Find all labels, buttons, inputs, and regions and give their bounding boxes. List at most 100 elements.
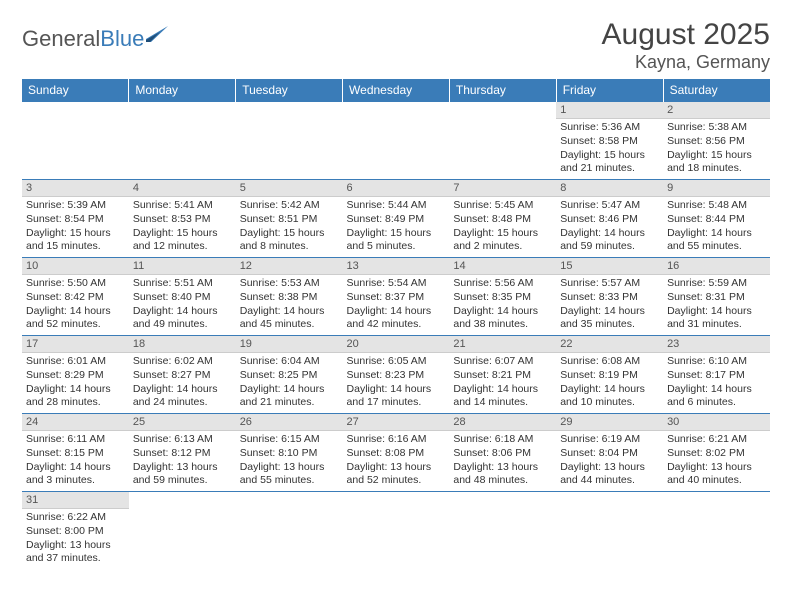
day-number: 2 (663, 102, 770, 119)
sunset-text: Sunset: 8:29 PM (26, 369, 125, 383)
day-number: 18 (129, 336, 236, 353)
daylight-text: Daylight: 14 hours and 52 minutes. (26, 305, 125, 332)
brand-part2: Blue (100, 26, 144, 52)
daylight-text: Daylight: 13 hours and 40 minutes. (667, 461, 766, 488)
calendar-body: 1Sunrise: 5:36 AMSunset: 8:58 PMDaylight… (22, 102, 770, 570)
sunrise-text: Sunrise: 5:57 AM (560, 277, 659, 291)
calendar-week: 24Sunrise: 6:11 AMSunset: 8:15 PMDayligh… (22, 414, 770, 492)
day-details: Sunrise: 5:56 AMSunset: 8:35 PMDaylight:… (449, 275, 556, 334)
day-details: Sunrise: 5:38 AMSunset: 8:56 PMDaylight:… (663, 119, 770, 178)
sunrise-text: Sunrise: 6:15 AM (240, 433, 339, 447)
day-number: 30 (663, 414, 770, 431)
day-number: 19 (236, 336, 343, 353)
day-header: Monday (129, 79, 236, 102)
calendar-table: SundayMondayTuesdayWednesdayThursdayFrid… (22, 79, 770, 570)
sunrise-text: Sunrise: 6:19 AM (560, 433, 659, 447)
day-details: Sunrise: 6:04 AMSunset: 8:25 PMDaylight:… (236, 353, 343, 412)
day-details: Sunrise: 5:48 AMSunset: 8:44 PMDaylight:… (663, 197, 770, 256)
calendar-day: 19Sunrise: 6:04 AMSunset: 8:25 PMDayligh… (236, 336, 343, 414)
day-details: Sunrise: 6:18 AMSunset: 8:06 PMDaylight:… (449, 431, 556, 490)
day-details: Sunrise: 5:53 AMSunset: 8:38 PMDaylight:… (236, 275, 343, 334)
day-number: 25 (129, 414, 236, 431)
day-number (236, 492, 343, 494)
daylight-text: Daylight: 14 hours and 31 minutes. (667, 305, 766, 332)
calendar-day: 18Sunrise: 6:02 AMSunset: 8:27 PMDayligh… (129, 336, 236, 414)
daylight-text: Daylight: 15 hours and 8 minutes. (240, 227, 339, 254)
day-details: Sunrise: 5:51 AMSunset: 8:40 PMDaylight:… (129, 275, 236, 334)
sunrise-text: Sunrise: 6:21 AM (667, 433, 766, 447)
sunrise-text: Sunrise: 6:04 AM (240, 355, 339, 369)
sunrise-text: Sunrise: 6:18 AM (453, 433, 552, 447)
calendar-day (22, 102, 129, 180)
day-number (449, 102, 556, 104)
sunset-text: Sunset: 8:25 PM (240, 369, 339, 383)
calendar-day: 25Sunrise: 6:13 AMSunset: 8:12 PMDayligh… (129, 414, 236, 492)
sunrise-text: Sunrise: 5:36 AM (560, 121, 659, 135)
day-number: 15 (556, 258, 663, 275)
day-number: 7 (449, 180, 556, 197)
sunset-text: Sunset: 8:10 PM (240, 447, 339, 461)
sunrise-text: Sunrise: 5:39 AM (26, 199, 125, 213)
day-number: 22 (556, 336, 663, 353)
day-number: 23 (663, 336, 770, 353)
sunrise-text: Sunrise: 5:38 AM (667, 121, 766, 135)
daylight-text: Daylight: 14 hours and 3 minutes. (26, 461, 125, 488)
calendar-day: 27Sunrise: 6:16 AMSunset: 8:08 PMDayligh… (343, 414, 450, 492)
calendar-day: 31Sunrise: 6:22 AMSunset: 8:00 PMDayligh… (22, 492, 129, 570)
sunrise-text: Sunrise: 6:07 AM (453, 355, 552, 369)
sunrise-text: Sunrise: 5:44 AM (347, 199, 446, 213)
day-details: Sunrise: 6:02 AMSunset: 8:27 PMDaylight:… (129, 353, 236, 412)
day-number: 24 (22, 414, 129, 431)
day-number (449, 492, 556, 494)
sunrise-text: Sunrise: 5:54 AM (347, 277, 446, 291)
calendar-day: 1Sunrise: 5:36 AMSunset: 8:58 PMDaylight… (556, 102, 663, 180)
day-number: 26 (236, 414, 343, 431)
calendar-day: 16Sunrise: 5:59 AMSunset: 8:31 PMDayligh… (663, 258, 770, 336)
daylight-text: Daylight: 14 hours and 42 minutes. (347, 305, 446, 332)
sunrise-text: Sunrise: 6:08 AM (560, 355, 659, 369)
calendar-week: 3Sunrise: 5:39 AMSunset: 8:54 PMDaylight… (22, 180, 770, 258)
sunset-text: Sunset: 8:33 PM (560, 291, 659, 305)
day-details: Sunrise: 6:11 AMSunset: 8:15 PMDaylight:… (22, 431, 129, 490)
calendar-day: 7Sunrise: 5:45 AMSunset: 8:48 PMDaylight… (449, 180, 556, 258)
sunset-text: Sunset: 8:35 PM (453, 291, 552, 305)
day-number (343, 492, 450, 494)
sunset-text: Sunset: 8:12 PM (133, 447, 232, 461)
calendar-day (236, 102, 343, 180)
day-number (129, 492, 236, 494)
day-details: Sunrise: 6:08 AMSunset: 8:19 PMDaylight:… (556, 353, 663, 412)
month-title: August 2025 (602, 18, 770, 52)
day-number: 5 (236, 180, 343, 197)
calendar-day: 29Sunrise: 6:19 AMSunset: 8:04 PMDayligh… (556, 414, 663, 492)
calendar-day: 12Sunrise: 5:53 AMSunset: 8:38 PMDayligh… (236, 258, 343, 336)
daylight-text: Daylight: 14 hours and 17 minutes. (347, 383, 446, 410)
day-details: Sunrise: 5:54 AMSunset: 8:37 PMDaylight:… (343, 275, 450, 334)
daylight-text: Daylight: 14 hours and 6 minutes. (667, 383, 766, 410)
day-details: Sunrise: 6:16 AMSunset: 8:08 PMDaylight:… (343, 431, 450, 490)
day-number: 28 (449, 414, 556, 431)
day-header: Thursday (449, 79, 556, 102)
sunrise-text: Sunrise: 6:05 AM (347, 355, 446, 369)
day-details: Sunrise: 5:44 AMSunset: 8:49 PMDaylight:… (343, 197, 450, 256)
day-number: 31 (22, 492, 129, 509)
calendar-week: 31Sunrise: 6:22 AMSunset: 8:00 PMDayligh… (22, 492, 770, 570)
daylight-text: Daylight: 14 hours and 28 minutes. (26, 383, 125, 410)
daylight-text: Daylight: 14 hours and 45 minutes. (240, 305, 339, 332)
daylight-text: Daylight: 13 hours and 52 minutes. (347, 461, 446, 488)
day-number (556, 492, 663, 494)
sunrise-text: Sunrise: 6:22 AM (26, 511, 125, 525)
sunrise-text: Sunrise: 5:59 AM (667, 277, 766, 291)
sunset-text: Sunset: 8:27 PM (133, 369, 232, 383)
calendar-day: 5Sunrise: 5:42 AMSunset: 8:51 PMDaylight… (236, 180, 343, 258)
day-details: Sunrise: 5:45 AMSunset: 8:48 PMDaylight:… (449, 197, 556, 256)
calendar-week: 17Sunrise: 6:01 AMSunset: 8:29 PMDayligh… (22, 336, 770, 414)
sunrise-text: Sunrise: 5:47 AM (560, 199, 659, 213)
calendar-day: 22Sunrise: 6:08 AMSunset: 8:19 PMDayligh… (556, 336, 663, 414)
calendar-day: 15Sunrise: 5:57 AMSunset: 8:33 PMDayligh… (556, 258, 663, 336)
day-details: Sunrise: 5:47 AMSunset: 8:46 PMDaylight:… (556, 197, 663, 256)
calendar-day: 28Sunrise: 6:18 AMSunset: 8:06 PMDayligh… (449, 414, 556, 492)
sunrise-text: Sunrise: 6:10 AM (667, 355, 766, 369)
day-number: 3 (22, 180, 129, 197)
day-header: Friday (556, 79, 663, 102)
day-header: Wednesday (343, 79, 450, 102)
